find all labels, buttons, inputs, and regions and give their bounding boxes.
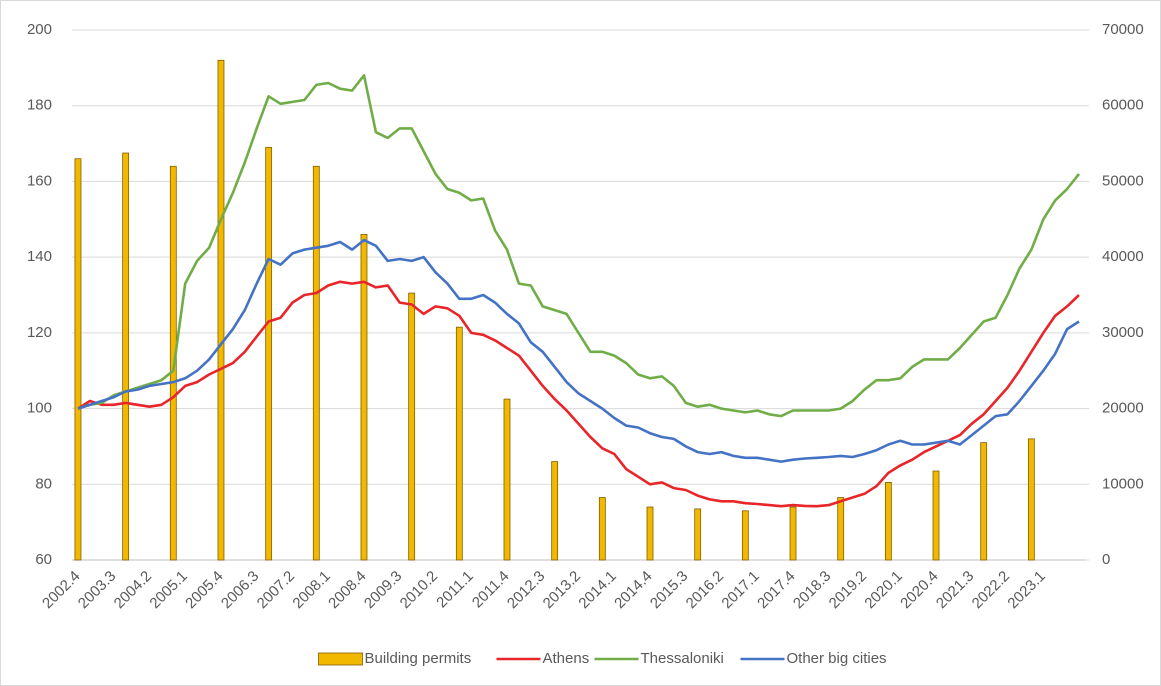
y-tick-label: 120 (27, 324, 52, 341)
y-tick-label: 140 (27, 248, 52, 265)
y2-tick-label: 10000 (1102, 475, 1144, 492)
legend: Building permits Athens Thessaloniki Other … (318, 650, 887, 667)
legend-label: Thessaloniki (641, 650, 724, 667)
y2-tick-label: 30000 (1102, 324, 1144, 341)
bar (598, 497, 606, 561)
legend-label: Building permits (365, 650, 472, 667)
bar (1027, 438, 1035, 561)
bar (694, 508, 702, 561)
bar (741, 510, 749, 561)
bar (646, 506, 654, 561)
bar (360, 234, 368, 561)
bar (74, 158, 82, 561)
line-series (77, 238, 1080, 463)
legend-swatch (318, 652, 363, 666)
bar (551, 461, 559, 561)
y2-tick-label: 40000 (1102, 248, 1144, 265)
bar (980, 442, 988, 561)
y2-tick-label: 0 (1102, 551, 1110, 568)
bar (789, 506, 797, 561)
y-tick-label: 100 (27, 400, 52, 417)
bar (217, 59, 225, 561)
y-tick-label: 180 (27, 97, 52, 114)
bar (932, 470, 940, 561)
line-series (77, 280, 1080, 508)
y-tick-label: 160 (27, 172, 52, 189)
bar (455, 326, 463, 561)
bar (265, 146, 273, 561)
y-tick-label: 60 (35, 551, 52, 568)
legend-label: Athens (543, 650, 590, 667)
y2-tick-label: 20000 (1102, 400, 1144, 417)
legend-label: Other big cities (787, 650, 887, 667)
line-series (77, 74, 1081, 418)
y2-tick-label: 50000 (1102, 172, 1144, 189)
bar (312, 165, 320, 561)
bar (408, 292, 416, 561)
y2-tick-label: 70000 (1102, 21, 1144, 38)
bar (503, 398, 511, 561)
bar (837, 497, 845, 561)
bar (884, 481, 892, 561)
bar (122, 152, 130, 561)
y2-tick-label: 60000 (1102, 97, 1144, 114)
y-tick-label: 200 (27, 21, 52, 38)
y-tick-label: 80 (35, 475, 52, 492)
